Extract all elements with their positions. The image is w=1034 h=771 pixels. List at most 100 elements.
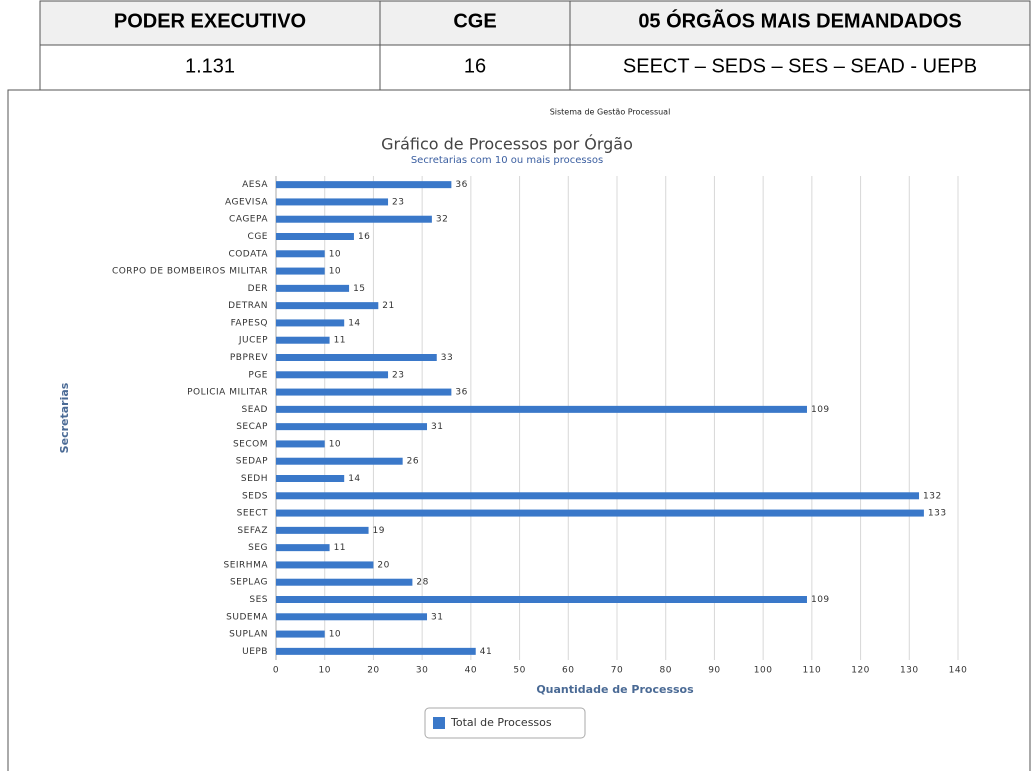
legend-label: Total de Processos bbox=[450, 716, 552, 729]
x-tick-label: 80 bbox=[659, 666, 671, 676]
x-tick-label: 110 bbox=[803, 666, 822, 676]
data-label: 28 bbox=[416, 578, 428, 588]
data-label: 36 bbox=[455, 180, 467, 190]
bar bbox=[276, 561, 374, 569]
bar bbox=[276, 302, 379, 310]
data-label: 10 bbox=[329, 267, 341, 277]
data-label: 11 bbox=[334, 543, 346, 553]
y-tick-label: SES bbox=[249, 595, 268, 605]
x-tick-label: 140 bbox=[949, 666, 968, 676]
data-label: 31 bbox=[431, 422, 443, 432]
x-tick-label: 10 bbox=[318, 666, 330, 676]
bar bbox=[276, 457, 403, 465]
table-header-row bbox=[39, 0, 1031, 46]
y-tick-label: PBPREV bbox=[230, 353, 268, 363]
data-label: 109 bbox=[811, 595, 830, 605]
y-tick-label: SEPLAG bbox=[230, 578, 268, 588]
bar bbox=[276, 423, 428, 431]
bar bbox=[276, 526, 369, 534]
bar bbox=[276, 475, 345, 482]
x-tick-label: 130 bbox=[900, 666, 919, 676]
data-label: 41 bbox=[480, 647, 492, 657]
y-tick-label: POLICIA MILITAR bbox=[187, 388, 268, 398]
y-tick-label: SEDAP bbox=[236, 457, 268, 467]
bar bbox=[276, 596, 807, 603]
data-label: 109 bbox=[811, 405, 830, 415]
y-tick-label: AESA bbox=[242, 180, 268, 190]
data-label: 10 bbox=[329, 249, 341, 259]
y-tick-label: CORPO DE BOMBEIROS MILITAR bbox=[112, 267, 268, 277]
data-label: 21 bbox=[382, 301, 394, 311]
bar bbox=[276, 267, 325, 275]
y-tick-label: SEAD bbox=[242, 405, 269, 415]
y-tick-label: CGE bbox=[248, 232, 268, 242]
bar bbox=[276, 613, 428, 621]
x-tick-label: 70 bbox=[611, 666, 623, 676]
x-tick-label: 40 bbox=[465, 666, 477, 676]
data-label: 14 bbox=[348, 318, 360, 328]
y-tick-label: SECOM bbox=[233, 439, 268, 449]
y-tick-label: SEIRHMA bbox=[224, 560, 269, 570]
y-tick-label: SECAP bbox=[236, 422, 268, 432]
data-label: 11 bbox=[334, 336, 346, 346]
y-tick-label: JUCEP bbox=[238, 336, 268, 346]
y-axis-title: Secretarias bbox=[58, 382, 71, 453]
data-label: 10 bbox=[329, 630, 341, 640]
bar bbox=[276, 630, 325, 638]
chart-subtitle: Secretarias com 10 ou mais processos bbox=[411, 155, 603, 166]
bar bbox=[276, 284, 350, 292]
y-tick-label: SEDH bbox=[241, 474, 268, 484]
bar bbox=[276, 440, 325, 448]
y-tick-label: DER bbox=[248, 284, 268, 294]
y-tick-label: PGE bbox=[248, 370, 268, 380]
x-tick-label: 20 bbox=[367, 666, 379, 676]
bar bbox=[276, 405, 807, 413]
table-row bbox=[39, 44, 1031, 91]
data-label: 14 bbox=[348, 474, 360, 484]
data-label: 19 bbox=[373, 526, 385, 536]
y-tick-label: CAGEPA bbox=[229, 215, 268, 225]
y-tick-label: UEPB bbox=[242, 647, 268, 657]
chart-caption: Sistema de Gestão Processual bbox=[550, 108, 671, 117]
data-label: 32 bbox=[436, 215, 448, 225]
data-label: 16 bbox=[358, 232, 370, 242]
y-tick-label: SEG bbox=[248, 543, 268, 553]
y-tick-label: SEFAZ bbox=[237, 526, 268, 536]
table-cell: 16 bbox=[464, 55, 486, 77]
x-tick-label: 0 bbox=[273, 666, 279, 676]
y-tick-label: SEDS bbox=[242, 491, 268, 501]
bar bbox=[276, 492, 920, 500]
chart-frame bbox=[7, 89, 1031, 771]
y-tick-label: SUDEMA bbox=[226, 612, 268, 622]
x-tick-label: 90 bbox=[708, 666, 720, 676]
bar bbox=[276, 181, 452, 189]
data-label: 33 bbox=[441, 353, 453, 363]
bar bbox=[276, 250, 325, 258]
bar bbox=[276, 578, 413, 586]
bar bbox=[276, 544, 330, 552]
legend-box bbox=[424, 707, 586, 739]
data-label: 36 bbox=[455, 388, 467, 398]
data-label: 26 bbox=[407, 457, 419, 467]
y-tick-label: SUPLAN bbox=[229, 630, 268, 640]
bar bbox=[276, 509, 924, 517]
table-cell: 1.131 bbox=[185, 55, 235, 77]
bar bbox=[276, 233, 354, 240]
x-axis-title: Quantidade de Processos bbox=[536, 683, 694, 696]
data-label: 23 bbox=[392, 370, 404, 380]
table-cell: SEECT – SEDS – SES – SEAD - UEPB bbox=[623, 55, 977, 77]
bar bbox=[276, 388, 452, 396]
bar bbox=[276, 647, 476, 655]
data-label: 132 bbox=[923, 491, 942, 501]
bar bbox=[276, 336, 330, 344]
y-tick-label: CODATA bbox=[228, 249, 268, 259]
data-label: 10 bbox=[329, 439, 341, 449]
y-tick-label: FAPESQ bbox=[231, 318, 268, 328]
x-tick-label: 100 bbox=[754, 666, 773, 676]
bar bbox=[276, 198, 389, 206]
data-label: 15 bbox=[353, 284, 365, 294]
table-header: 05 ÓRGÃOS MAIS DEMANDADOS bbox=[638, 8, 961, 32]
y-tick-label: SEECT bbox=[237, 509, 268, 519]
